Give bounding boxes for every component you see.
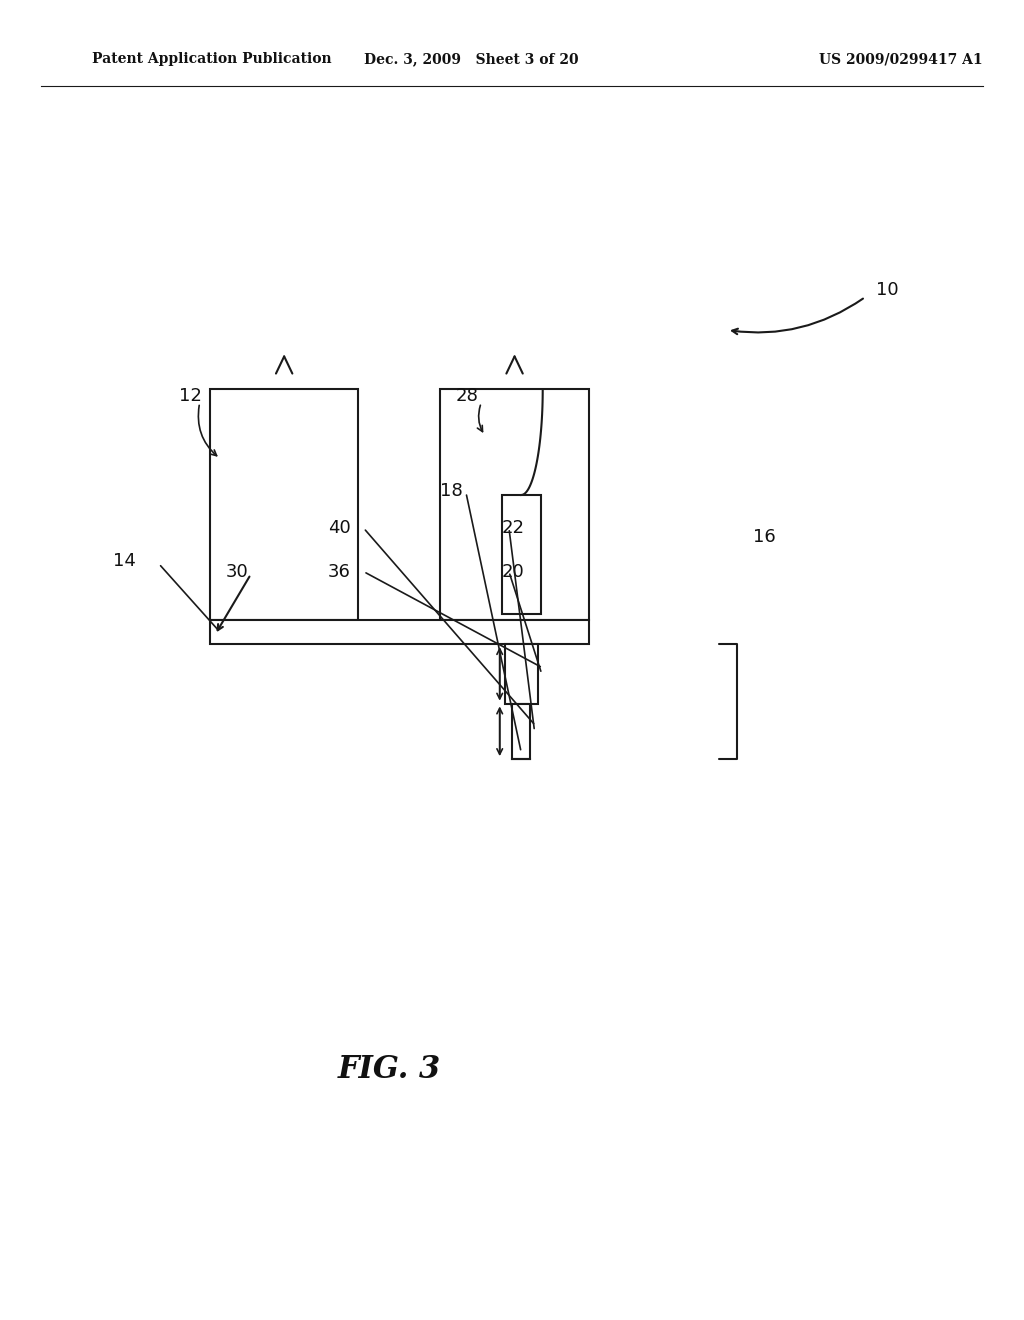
Text: 30: 30 — [225, 562, 248, 581]
Bar — [502, 495, 541, 614]
Text: Dec. 3, 2009   Sheet 3 of 20: Dec. 3, 2009 Sheet 3 of 20 — [364, 53, 579, 66]
Text: 20: 20 — [502, 562, 524, 581]
Text: 12: 12 — [179, 387, 202, 405]
Text: US 2009/0299417 A1: US 2009/0299417 A1 — [819, 53, 983, 66]
Text: 14: 14 — [113, 552, 135, 570]
Bar — [440, 389, 589, 620]
Text: 22: 22 — [502, 519, 524, 537]
Text: Patent Application Publication: Patent Application Publication — [92, 53, 332, 66]
Text: 18: 18 — [440, 482, 463, 500]
Text: 10: 10 — [876, 281, 898, 300]
Bar — [210, 620, 589, 644]
Text: 28: 28 — [456, 387, 478, 405]
Text: 36: 36 — [328, 562, 350, 581]
Bar — [505, 644, 538, 704]
Bar — [512, 704, 530, 759]
Text: 16: 16 — [753, 528, 775, 546]
Text: FIG. 3: FIG. 3 — [338, 1053, 440, 1085]
Bar — [210, 389, 358, 620]
Text: 40: 40 — [328, 519, 350, 537]
